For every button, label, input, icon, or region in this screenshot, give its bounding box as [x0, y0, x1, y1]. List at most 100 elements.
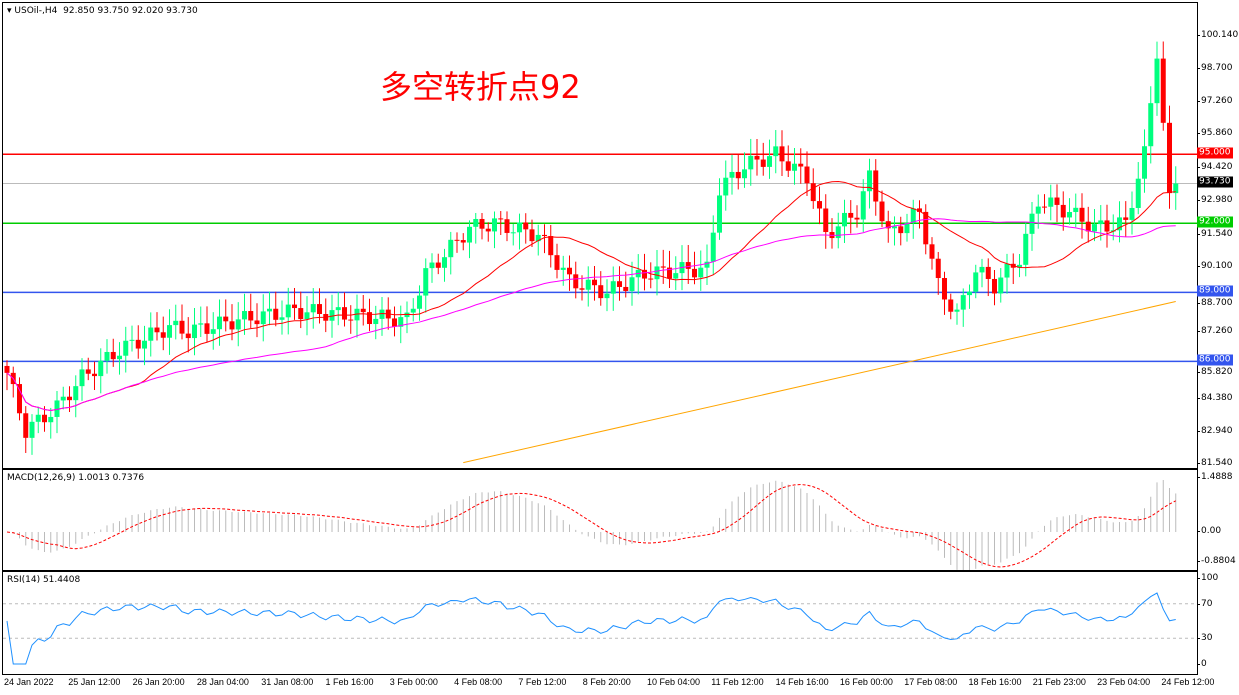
candle-body — [960, 295, 966, 310]
candle-body — [217, 316, 222, 330]
chart-header: ▾ USOil-,H4 92.850 93.750 92.020 93.730 — [7, 6, 198, 16]
price-tick: 87.260 — [1197, 326, 1233, 337]
candle-body — [542, 234, 547, 237]
candle-body — [104, 351, 110, 361]
rsi-pane[interactable]: RSI(14) 51.4408 — [2, 571, 1198, 675]
candle-body — [429, 262, 435, 269]
candle-body — [742, 169, 747, 179]
candle-body — [935, 258, 941, 279]
candle-body — [110, 351, 116, 360]
candle-body — [1004, 263, 1010, 278]
candle-body — [704, 261, 710, 268]
time-label: 11 Feb 12:00 — [711, 677, 764, 687]
price-tick: 88.700 — [1197, 298, 1233, 309]
candle-body — [667, 267, 672, 279]
candle-body — [929, 244, 935, 259]
candle-body — [1054, 197, 1060, 205]
candle-body — [67, 396, 72, 401]
candle-body — [360, 308, 366, 313]
candle-body — [1023, 233, 1029, 265]
ma-slow-line — [463, 301, 1176, 464]
candle-body — [1104, 220, 1110, 232]
candle-body — [1123, 217, 1129, 220]
candle-body — [592, 279, 597, 286]
candle-body — [623, 286, 629, 291]
candle-body — [1173, 183, 1179, 194]
rsi-tick: 0 — [1197, 659, 1207, 669]
candle-body — [173, 320, 179, 326]
price-tick: 91.540 — [1197, 229, 1233, 240]
candle-body — [823, 208, 829, 233]
candle-body — [848, 212, 854, 218]
candle-body — [535, 234, 541, 242]
candle-body — [1167, 122, 1172, 194]
rsi-chart — [3, 592, 1197, 665]
candle-body — [135, 339, 141, 349]
price-tick: 98.700 — [1197, 63, 1233, 74]
candle-body — [979, 266, 985, 273]
candle-body — [1060, 204, 1066, 218]
candle-body — [560, 267, 566, 270]
candle-body — [248, 311, 254, 321]
time-label: 24 Feb 12:00 — [1161, 677, 1215, 687]
candle-body — [517, 222, 522, 233]
candle-body — [273, 308, 279, 320]
candle-body — [292, 304, 297, 309]
candle-body — [973, 272, 979, 292]
candle-body — [885, 221, 891, 229]
candle-body — [1042, 206, 1047, 208]
candle-body — [448, 239, 454, 258]
candle-body — [510, 232, 516, 234]
candle-body — [367, 312, 372, 325]
candle-body — [92, 373, 97, 377]
level-tag: 92.000 — [1197, 216, 1233, 228]
price-tick: 92.980 — [1197, 194, 1233, 205]
candle-body — [567, 267, 572, 275]
price-tick: 97.260 — [1197, 96, 1233, 107]
candle-body — [673, 273, 679, 279]
rsi-tick: 30 — [1196, 633, 1213, 644]
candle-body — [310, 304, 316, 313]
candle-body — [148, 327, 154, 341]
candle-body — [779, 146, 785, 162]
rsi-label: RSI(14) 51.4408 — [7, 575, 81, 585]
time-label: 4 Feb 08:00 — [454, 677, 503, 687]
macd-tick: 1.4888 — [1197, 472, 1233, 482]
ma-mid-line — [6, 218, 1176, 411]
candle-body — [1092, 224, 1097, 232]
candle-body — [485, 228, 491, 232]
candle-body — [717, 195, 722, 233]
candle-body — [835, 226, 841, 239]
time-label: 8 Feb 20:00 — [582, 677, 631, 687]
price-chart-pane[interactable]: ▾ USOil-,H4 92.850 93.750 92.020 93.730 — [2, 2, 1198, 469]
candle-body — [79, 369, 85, 387]
candle-body — [1085, 221, 1091, 232]
price-tick: 100.140 — [1196, 30, 1239, 40]
candle-body — [554, 255, 560, 270]
level-tag: 95.000 — [1197, 147, 1233, 159]
candle-body — [317, 304, 322, 314]
current-price-tag: 93.730 — [1197, 176, 1233, 188]
candle-body — [410, 308, 416, 313]
time-label: 17 Feb 08:00 — [904, 677, 958, 687]
candle-body — [873, 170, 879, 202]
price-tick: 94.420 — [1197, 161, 1233, 172]
candle-body — [210, 329, 216, 334]
candle-body — [579, 288, 585, 290]
macd-pane[interactable]: MACD(12,26,9) 1.0013 0.7376 — [2, 469, 1198, 571]
candlestick-chart — [3, 41, 1197, 464]
candle-body — [42, 414, 47, 423]
candle-body — [267, 308, 272, 312]
candle-body — [660, 266, 666, 268]
candle-body — [1129, 207, 1135, 220]
candle-body — [85, 369, 91, 374]
time-label: 28 Jan 04:00 — [196, 677, 249, 687]
candle-body — [685, 262, 691, 269]
candle-body — [1073, 207, 1079, 213]
time-axis: 24 Jan 2022 25 Jan 12:00 26 Jan 20:00 28 Ja… — [0, 674, 1214, 694]
candle-body — [992, 278, 997, 294]
time-label: 10 Feb 04:00 — [647, 677, 701, 687]
candle-body — [998, 277, 1004, 294]
macd-chart — [6, 480, 1177, 570]
price-tick: 85.820 — [1197, 367, 1233, 378]
